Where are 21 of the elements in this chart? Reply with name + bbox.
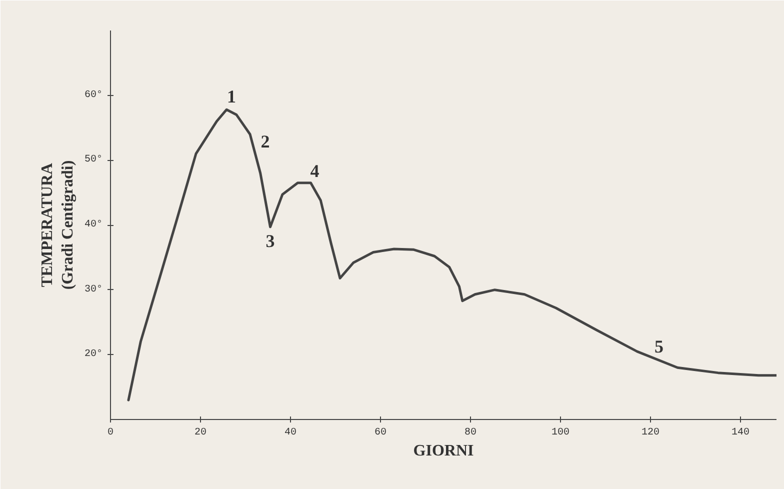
annotation: 3: [266, 230, 275, 251]
y-tick-label: 60°: [84, 90, 103, 101]
annotation: 5: [654, 336, 664, 357]
x-tick-label: 60: [374, 428, 387, 438]
y-tick-label: 30°: [84, 284, 103, 296]
y-tick-label: 40°: [84, 220, 103, 230]
x-tick-label: 100: [552, 428, 570, 438]
x-tick-label: 40: [284, 428, 297, 438]
x-tick-label: 80: [464, 428, 477, 438]
annotation: 4: [310, 160, 320, 181]
x-tick-label: 120: [642, 428, 660, 438]
x-tick-label: 20: [194, 428, 207, 438]
y-axis-title: TEMPERATURA (Gradi Centigradi): [39, 160, 76, 290]
annotation: 2: [260, 132, 270, 152]
y-tick-label: 20°: [84, 349, 103, 360]
x-tick-label: 140: [732, 428, 750, 438]
x-axis-title: GIORNI: [413, 442, 474, 460]
line-series: [127, 108, 776, 402]
y-tick-label: 50°: [84, 154, 103, 166]
annotation: 1: [227, 86, 236, 106]
x-tick-label: 0: [108, 428, 114, 438]
